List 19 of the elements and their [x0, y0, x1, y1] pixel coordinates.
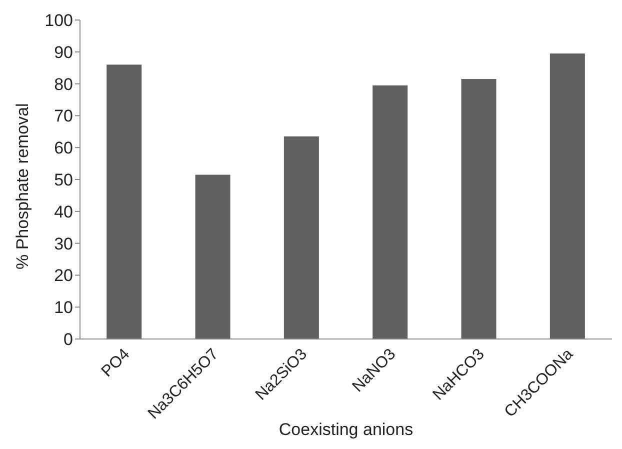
y-tick-label: 70 [54, 106, 73, 126]
bar [195, 174, 230, 339]
y-tick-label: 60 [54, 138, 73, 158]
x-axis-title: Coexisting anions [278, 420, 414, 439]
y-tick-label: 50 [54, 170, 73, 190]
bar [372, 85, 408, 339]
y-tick-label: 0 [64, 330, 73, 350]
y-tick-label: 20 [54, 266, 73, 286]
y-tick-label: 40 [54, 202, 73, 222]
bar [461, 79, 496, 339]
y-tick-label: 30 [54, 234, 73, 254]
bar [284, 136, 319, 339]
bar [106, 64, 142, 339]
y-tick-label: 90 [54, 42, 73, 62]
y-axis-title: % Phosphate removal [13, 103, 32, 270]
y-tick-label: 100 [44, 11, 73, 30]
y-tick-label: 80 [54, 74, 73, 94]
bar [550, 53, 585, 339]
y-tick-label: 10 [54, 298, 73, 318]
